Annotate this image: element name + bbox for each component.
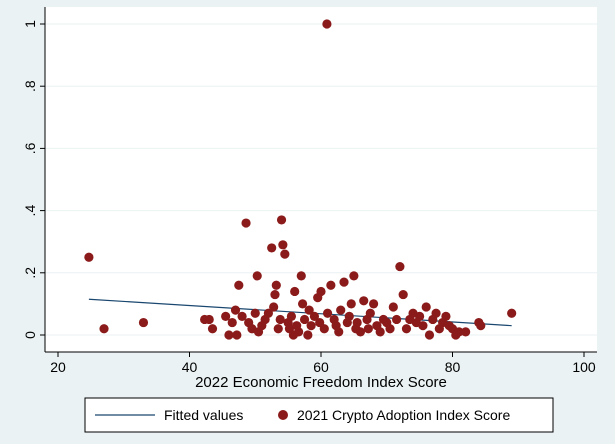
scatter-point [271,280,281,290]
scatter-point [290,286,300,297]
scatter-point [316,286,326,297]
scatter-point [421,302,431,312]
scatter-point [273,324,283,334]
scatter-point [507,308,517,318]
scatter-point [237,311,247,321]
scatter-point [385,324,395,334]
scatter-point [365,308,375,318]
scatter-point [415,311,425,321]
scatter-point [319,324,329,334]
scatter-point [392,314,402,325]
scatter-point [346,299,356,309]
scatter-point [398,289,408,300]
scatter-point [431,308,441,318]
scatter-point [454,327,464,337]
x-tick-label: 20 [50,359,66,375]
x-tick-label: 100 [572,359,596,375]
scatter-point [280,249,290,259]
x-tick-label: 60 [313,359,329,375]
scatter-points [84,19,517,340]
scatter-point [424,330,435,340]
scatter-point [263,308,273,318]
legend-label-crypto: 2021 Crypto Adoption Index Score [297,407,510,423]
scatter-point [84,252,94,262]
x-axis-ticks: 20 40 60 80 100 [50,352,596,375]
scatter-point [369,299,379,309]
scatter-point [306,321,316,331]
legend-marker-swatch [278,410,288,420]
x-axis-title: 2022 Economic Freedom Index Score [195,374,447,391]
scatter-point [250,308,260,318]
scatter-point [309,311,320,321]
scatter-point [344,311,354,321]
scatter-point [241,218,251,228]
scatter-point [230,305,241,315]
y-tick-label: .8 [22,80,38,92]
legend-box [84,397,554,433]
scatter-point [221,311,231,321]
scatter-point [207,324,218,334]
scatter-point [375,327,385,337]
scatter-point [359,296,369,306]
x-tick-label: 80 [445,359,461,375]
scatter-point [276,215,287,225]
scatter-point [275,314,285,325]
scatter-point [322,19,332,29]
scatter-point [299,314,310,325]
scatter-point [303,330,313,340]
x-tick-label: 40 [182,359,198,375]
scatter-point [352,317,362,328]
scatter-point [267,243,277,253]
scatter-point [476,321,486,331]
y-axis-ticks: 0 .2 .4 .6 .8 1 [22,20,45,339]
scatter-point [355,327,366,337]
scatter-point [232,330,242,340]
scatter-point [224,330,234,340]
scatter-point [388,302,398,312]
scatter-point [304,305,314,315]
scatter-point [286,311,297,321]
scatter-point [297,299,308,309]
scatter-point [418,321,428,331]
scatter-point [395,261,405,272]
scatter-point [204,314,214,325]
scatter-point [99,324,109,334]
y-tick-label: 1 [22,20,38,28]
scatter-point [296,271,306,281]
legend-label-fitted: Fitted values [164,407,243,423]
grid-lines [45,23,597,336]
y-tick-label: 0 [22,331,38,339]
scatter-point [252,271,262,281]
scatter-point [227,317,237,328]
scatter-point [269,302,279,312]
y-tick-label: .4 [22,205,38,217]
scatter-point [234,280,244,290]
scatter-point [294,327,304,337]
y-tick-label: .6 [22,142,38,154]
scatter-point [339,277,349,287]
scatter-point [441,311,451,321]
scatter-point [401,324,412,334]
scatter-point [349,271,359,281]
scatter-point [334,327,344,337]
scatter-point [270,289,280,300]
scatter-point [363,324,373,334]
y-tick-label: .2 [22,267,38,279]
scatter-point [326,280,336,290]
scatter-point [322,308,333,318]
scatter-point [278,240,288,250]
scatter-point [336,305,346,315]
legend: Fitted values 2021 Crypto Adoption Index… [84,397,554,433]
scatter-point [461,327,471,337]
scatter-point [138,317,149,328]
